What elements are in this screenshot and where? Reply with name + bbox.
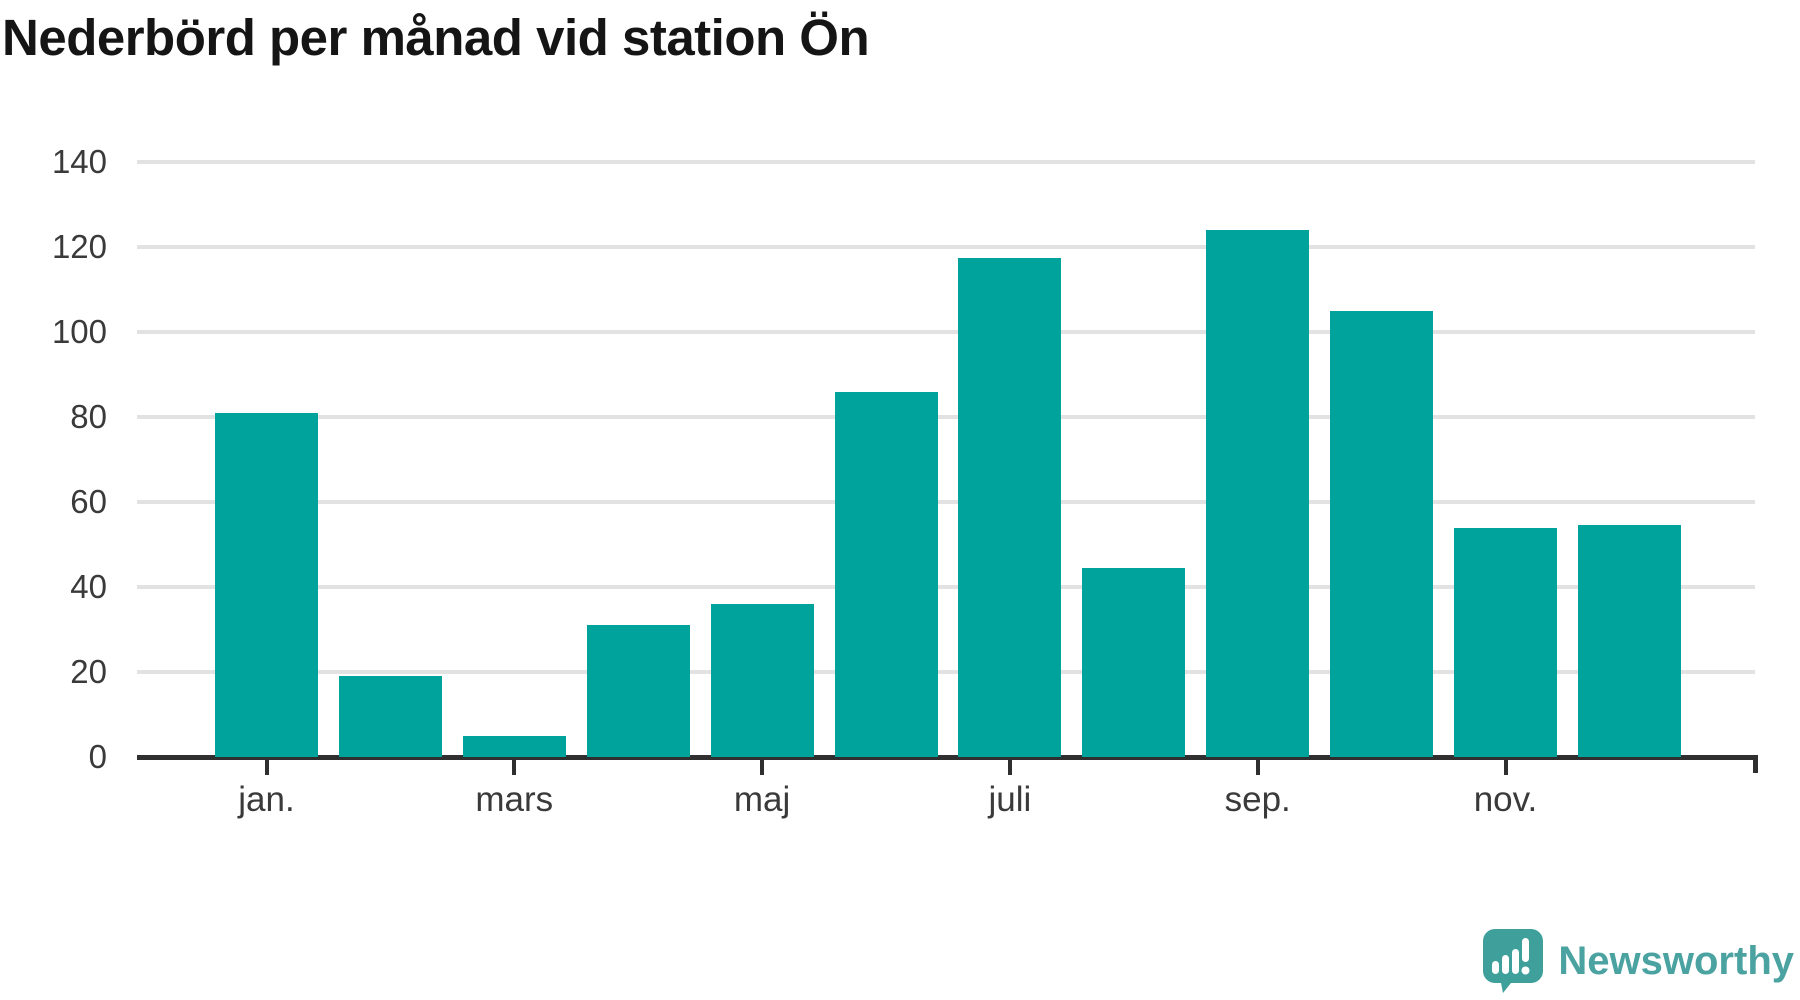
- x-axis-tick-label: mars: [475, 780, 554, 819]
- bar-april: [586, 625, 690, 757]
- bar-aug.: [1082, 567, 1186, 757]
- gridline-y-140: [137, 160, 1755, 164]
- bar-mars: [462, 735, 566, 757]
- y-axis-tick-label: 120: [51, 228, 107, 265]
- bar-sep.: [1206, 230, 1310, 757]
- y-axis-tick-label: 140: [51, 143, 107, 180]
- x-axis-tick: [512, 760, 517, 775]
- y-axis-tick-label: 100: [51, 313, 107, 350]
- logo-text: Newsworthy: [1558, 938, 1794, 983]
- x-axis-tick: [264, 760, 269, 775]
- gridline-y-120: [137, 245, 1755, 249]
- x-axis-tick-label: sep.: [1224, 780, 1291, 819]
- x-axis-tick: [1255, 760, 1260, 775]
- bar-maj: [710, 604, 814, 757]
- x-axis-tick: [1007, 760, 1012, 775]
- y-axis-tick-label: 20: [70, 653, 107, 690]
- x-axis-tick-label: jan.: [238, 780, 295, 819]
- bar-feb.: [338, 676, 442, 757]
- gridline-y-40: [137, 585, 1755, 589]
- y-axis-tick-label: 40: [70, 568, 107, 605]
- bar-jan.: [215, 412, 318, 757]
- gridline-y-100: [137, 330, 1755, 334]
- y-axis-tick-label: 0: [88, 738, 107, 775]
- x-axis-tick: [1503, 760, 1508, 775]
- y-axis-tick-label: 60: [70, 483, 107, 520]
- chart-title: Nederbörd per månad vid station Ön: [2, 9, 870, 66]
- x-axis-tick-label: juli: [988, 780, 1032, 819]
- y-axis-tick-label: 80: [70, 398, 107, 435]
- bar-juni: [834, 391, 938, 757]
- x-axis-line: [137, 755, 1758, 760]
- gridline-y-20: [137, 670, 1755, 674]
- newsworthy-speech-bubble-chart-icon: [1483, 929, 1544, 993]
- x-axis-tick-label: maj: [733, 780, 791, 819]
- bar-nov.: [1454, 527, 1557, 757]
- bar-juli: [958, 257, 1062, 757]
- gridline-y-60: [137, 500, 1755, 504]
- x-axis-end-tick: [1753, 757, 1758, 773]
- gridline-y-80: [137, 415, 1755, 419]
- newsworthy-logo: Newsworthy: [1481, 928, 1794, 994]
- x-axis-tick: [760, 760, 765, 775]
- x-axis-tick-label: nov.: [1473, 780, 1538, 819]
- bar-okt.: [1330, 310, 1434, 757]
- bar-dec.: [1577, 525, 1681, 757]
